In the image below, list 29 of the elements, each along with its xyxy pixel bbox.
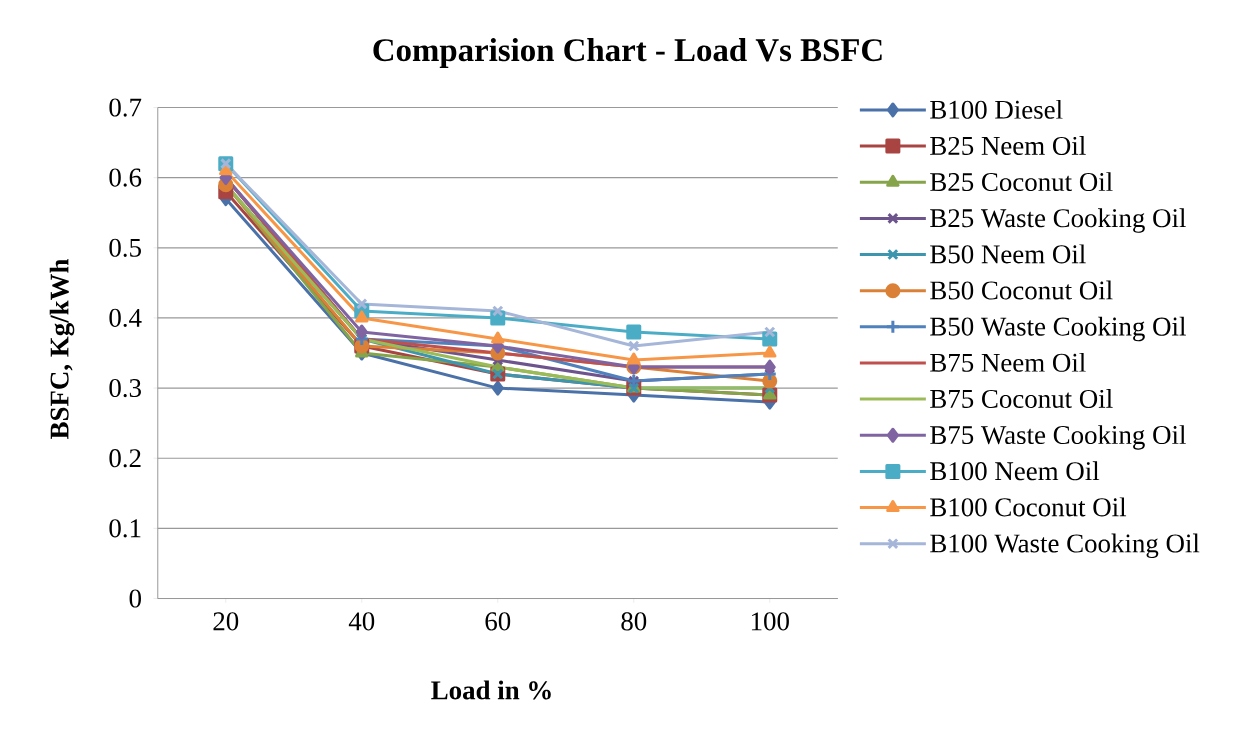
- y-tick-label: 0.2: [109, 449, 141, 468]
- legend-label: B100 Waste Cooking Oil: [930, 533, 1200, 559]
- legend-label: B100 Diesel: [930, 99, 1063, 119]
- legend-label: B50 Neem Oil: [930, 244, 1086, 264]
- y-tick-label: 0.4: [109, 308, 142, 328]
- x-tick-label: 100: [751, 612, 789, 631]
- x-tick-label: 60: [485, 612, 511, 631]
- y-axis-title: BSFC, Kg/kWh: [49, 258, 75, 439]
- legend-label: B100 Neem Oil: [930, 461, 1100, 481]
- legend-label: B75 Coconut Oil: [930, 389, 1113, 408]
- y-tick-label: 0.1: [109, 519, 141, 538]
- y-tick-label: 0.7: [109, 98, 142, 117]
- legend-label: B25 Waste Cooking Oil: [930, 208, 1186, 233]
- x-tick-label: 80: [621, 612, 647, 631]
- legend-label: B100 Coconut Oil: [930, 497, 1127, 517]
- legend-label: B50 Coconut Oil: [930, 280, 1113, 300]
- legend-label: B25 Coconut Oil: [930, 172, 1113, 192]
- y-tick-label: 0.3: [109, 378, 141, 398]
- legend-label: B75 Neem Oil: [930, 352, 1086, 372]
- chart-title: Comparision Chart - Load Vs BSFC: [373, 38, 882, 68]
- y-tick-label: 0: [129, 589, 141, 608]
- x-tick-label: 40: [348, 612, 375, 631]
- y-tick-label: 0.5: [109, 238, 141, 257]
- x-tick-label: 20: [213, 612, 239, 631]
- x-axis-title: Load in %: [431, 680, 551, 700]
- y-tick-label: 0.6: [109, 168, 142, 187]
- legend-label: B50 Waste Cooking Oil: [930, 316, 1186, 342]
- legend-label: B25 Neem Oil: [930, 136, 1086, 155]
- legend-label: B75 Waste Cooking Oil: [930, 425, 1186, 450]
